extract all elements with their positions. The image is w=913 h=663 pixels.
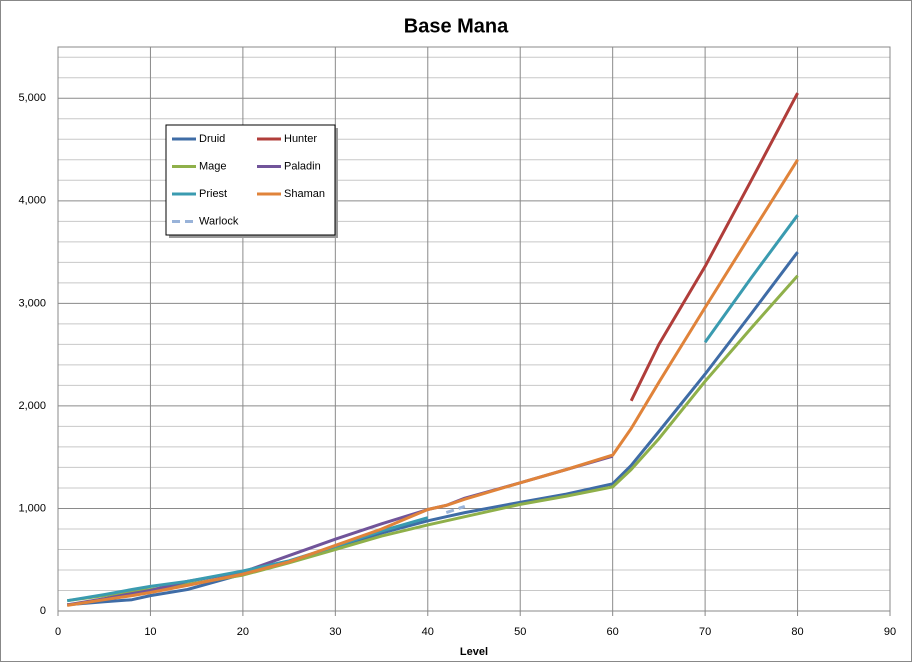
x-tick-label: 70 xyxy=(699,626,711,638)
x-tick-label: 90 xyxy=(884,626,896,638)
legend-label: Priest xyxy=(199,188,227,200)
y-tick-label: 1,000 xyxy=(18,502,46,514)
series-line xyxy=(629,92,799,402)
y-tick-label: 3,000 xyxy=(18,297,46,309)
y-tick-label: 4,000 xyxy=(18,195,46,207)
series-line xyxy=(67,251,799,607)
x-tick-label: 0 xyxy=(55,626,61,638)
series-line xyxy=(66,159,799,607)
y-tick-label: 2,000 xyxy=(18,400,46,412)
y-tick-label: 5,000 xyxy=(18,92,46,104)
x-tick-label: 60 xyxy=(607,626,619,638)
legend-label: Warlock xyxy=(199,215,239,227)
legend-label: Hunter xyxy=(284,133,317,145)
legend: Druid Hunter Mage Paladin Priest Shaman Warloc… xyxy=(165,124,338,238)
legend-label: Shaman xyxy=(284,188,325,200)
x-tick-label: 10 xyxy=(144,626,156,638)
x-tick-label: 20 xyxy=(237,626,249,638)
x-tick-label: 30 xyxy=(329,626,341,638)
x-tick-label: 40 xyxy=(422,626,434,638)
x-tick-label: 80 xyxy=(791,626,803,638)
legend-label: Druid xyxy=(199,133,225,145)
y-tick-label: 0 xyxy=(40,605,46,617)
chart-title: Base Mana xyxy=(404,15,509,37)
x-tick-label: 50 xyxy=(514,626,526,638)
legend-box xyxy=(165,124,336,236)
legend-label: Mage xyxy=(199,160,227,172)
legend-label: Paladin xyxy=(284,160,321,172)
plot-area xyxy=(57,46,891,612)
series-line xyxy=(445,504,466,515)
x-axis-label: Level xyxy=(460,646,488,658)
